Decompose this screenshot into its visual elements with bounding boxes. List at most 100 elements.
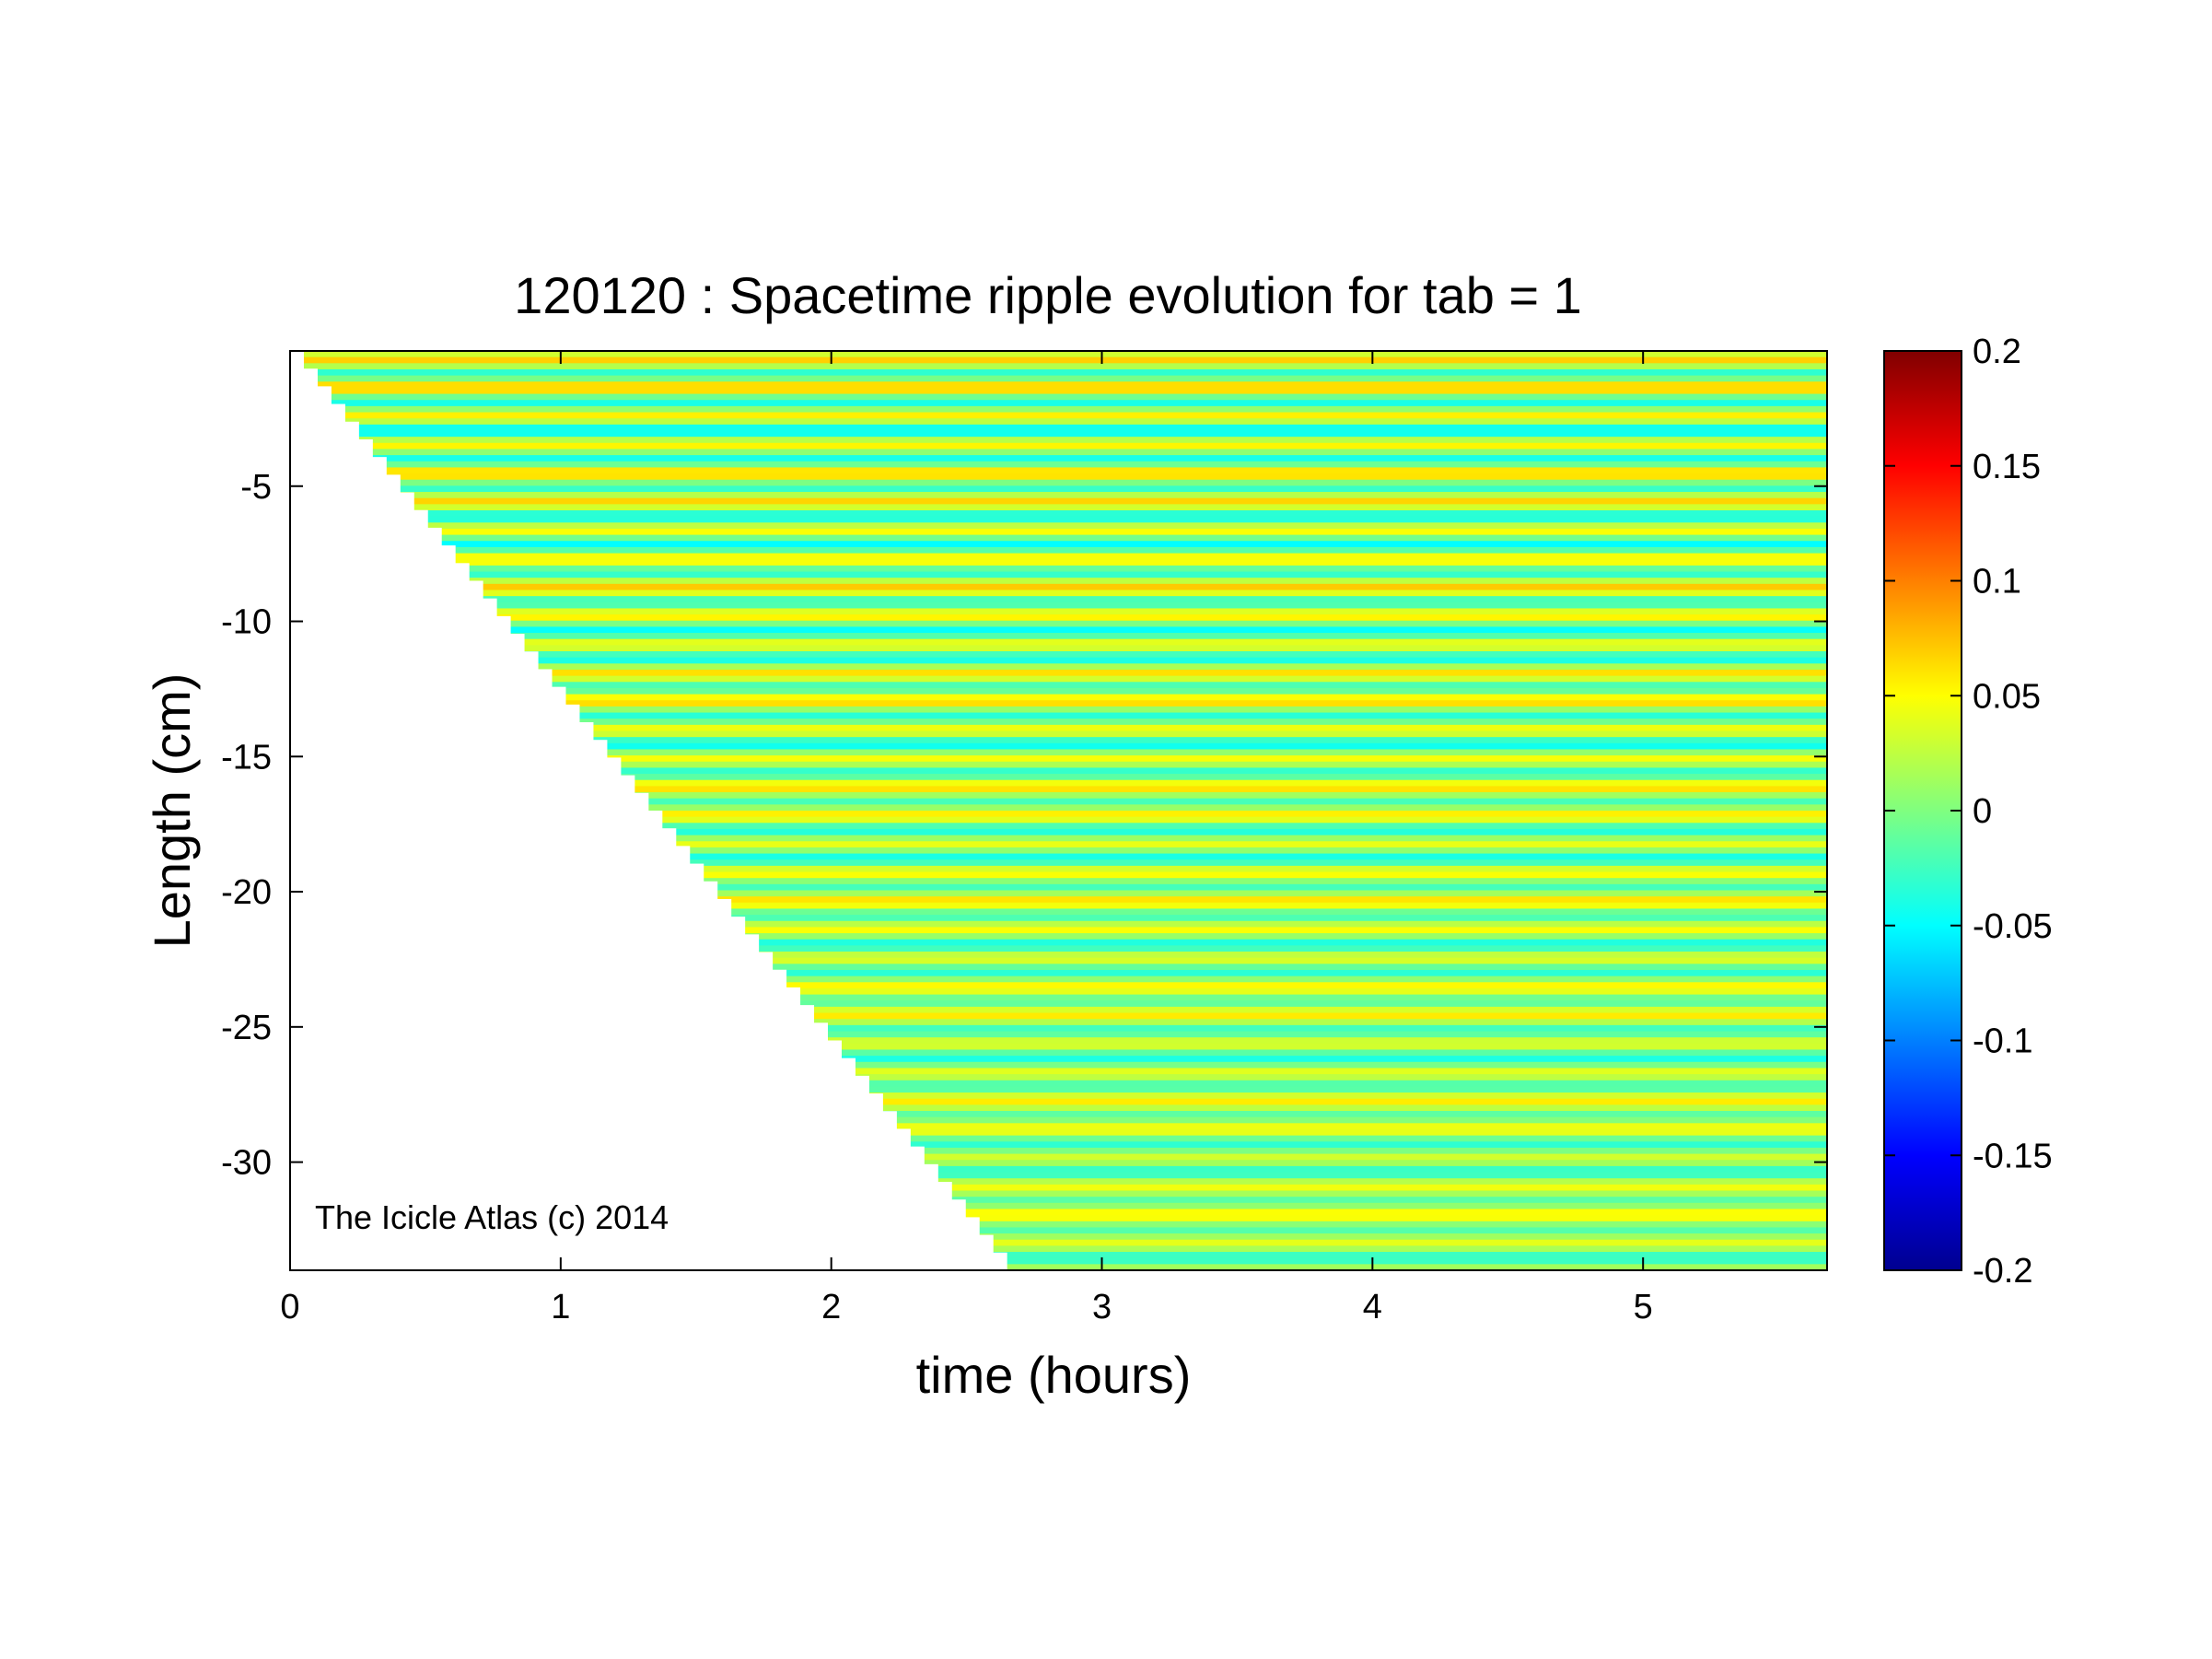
heatmap-row [290,687,1827,695]
chart-title: 120120 : Spacetime ripple evolution for … [514,266,1582,324]
y-tick-label: -20 [221,873,272,912]
heatmap-empty-step [290,1075,869,1094]
heatmap-row [290,982,1827,989]
heatmap-row [290,546,1827,555]
heatmap-empty-step [290,811,663,829]
heatmap-row [290,534,1827,542]
heatmap-row [290,987,1827,996]
heatmap-row [290,933,1827,940]
colorbar: 0.2 0.15 0.1 0.05 0 -0.05 -0.1 -0.15 -0.2 [1883,333,2053,1291]
heatmap-row [290,927,1827,934]
heatmap-row [290,945,1827,952]
y-tick-label: -30 [221,1144,272,1183]
heatmap-empty-step [290,775,635,794]
heatmap-row [290,1202,1827,1210]
heatmap-row [290,1061,1827,1069]
heatmap-row [290,449,1827,456]
heatmap-empty-step [290,615,511,635]
colorbar-tick-label: 0.1 [1973,563,2021,602]
heatmap-row [290,633,1827,640]
heatmap-empty-step [290,792,649,812]
heatmap-empty-step [290,846,691,865]
heatmap-empty-step [290,898,732,917]
heatmap-empty-step [290,1234,994,1254]
heatmap-row [290,1056,1827,1063]
heatmap-row [290,620,1827,627]
heatmap-row [290,915,1827,922]
colorbar-tick-label: 0.15 [1973,448,2041,486]
heatmap-row [290,1024,1827,1033]
heatmap-row [290,1245,1827,1253]
x-tick-label: 5 [1634,1288,1653,1326]
heatmap-row [290,1178,1827,1186]
heatmap-area [290,351,1827,1270]
heatmap-row [290,485,1827,493]
heatmap-empty-step [290,545,456,565]
heatmap-row [290,859,1827,867]
heatmap-empty-step [290,969,787,988]
heatmap-row [290,368,1827,377]
heatmap-row [290,865,1827,873]
heatmap-row [290,1104,1827,1112]
x-tick-label: 4 [1363,1288,1382,1326]
heatmap-row [290,749,1827,756]
colorbar-tick-label: -0.15 [1973,1137,2053,1175]
heatmap-row [290,565,1827,573]
heatmap-row [290,645,1827,652]
heatmap-empty-step [290,1022,828,1042]
heatmap-row [290,626,1827,634]
heatmap-row [290,1239,1827,1246]
heatmap-empty-step [290,438,373,458]
heatmap-row [290,400,1827,407]
heatmap-row [290,835,1827,842]
heatmap-empty-step [290,669,553,688]
heatmap-empty-step [290,1005,815,1024]
heatmap-row [290,774,1827,781]
colorbar-ticks: 0.2 0.15 0.1 0.05 0 -0.05 -0.1 -0.15 -0.2 [1884,333,2053,1291]
heatmap-row [290,957,1827,964]
heatmap-row [290,387,1827,395]
colorbar-tick-label: -0.1 [1973,1022,2032,1061]
heatmap-row [290,1000,1827,1008]
heatmap-row [290,1123,1827,1130]
heatmap-row [290,553,1827,560]
heatmap-empty-step [290,917,746,936]
heatmap-empty-step [290,1111,897,1130]
heatmap-row [290,878,1827,885]
heatmap-row [290,682,1827,689]
heatmap-row [290,920,1827,929]
heatmap-row [290,1153,1827,1161]
heatmap-row [290,437,1827,444]
heatmap-row [290,761,1827,769]
heatmap-row [290,804,1827,812]
heatmap-row [290,559,1827,567]
heatmap-row [290,779,1827,787]
heatmap-rows [290,351,1827,1270]
heatmap-empty-step [290,509,428,529]
heatmap-empty-step [290,1128,911,1148]
heatmap-row [290,816,1827,824]
heatmap-row [290,694,1827,701]
heatmap-row [290,712,1827,719]
heatmap-empty-step [290,686,566,706]
heatmap-row [290,602,1827,610]
heatmap-empty-step [290,863,704,882]
heatmap-row [290,497,1827,505]
heatmap-row [290,1006,1827,1014]
heatmap-row [290,798,1827,805]
heatmap-row [290,994,1827,1001]
heatmap-empty-step [290,492,414,511]
heatmap-empty-step [290,1057,856,1077]
heatmap-row [290,883,1827,892]
heatmap-empty-step [290,987,801,1006]
heatmap-empty-step [290,1093,883,1113]
x-tick-label: 0 [280,1288,299,1326]
heatmap-row [290,669,1827,677]
heatmap-row [290,828,1827,836]
heatmap-row [290,767,1827,775]
heatmap-row [290,724,1827,732]
heatmap-empty-step [290,1182,952,1201]
heatmap-row [290,675,1827,683]
heatmap-row [290,1135,1827,1142]
heatmap-row [290,1043,1827,1051]
